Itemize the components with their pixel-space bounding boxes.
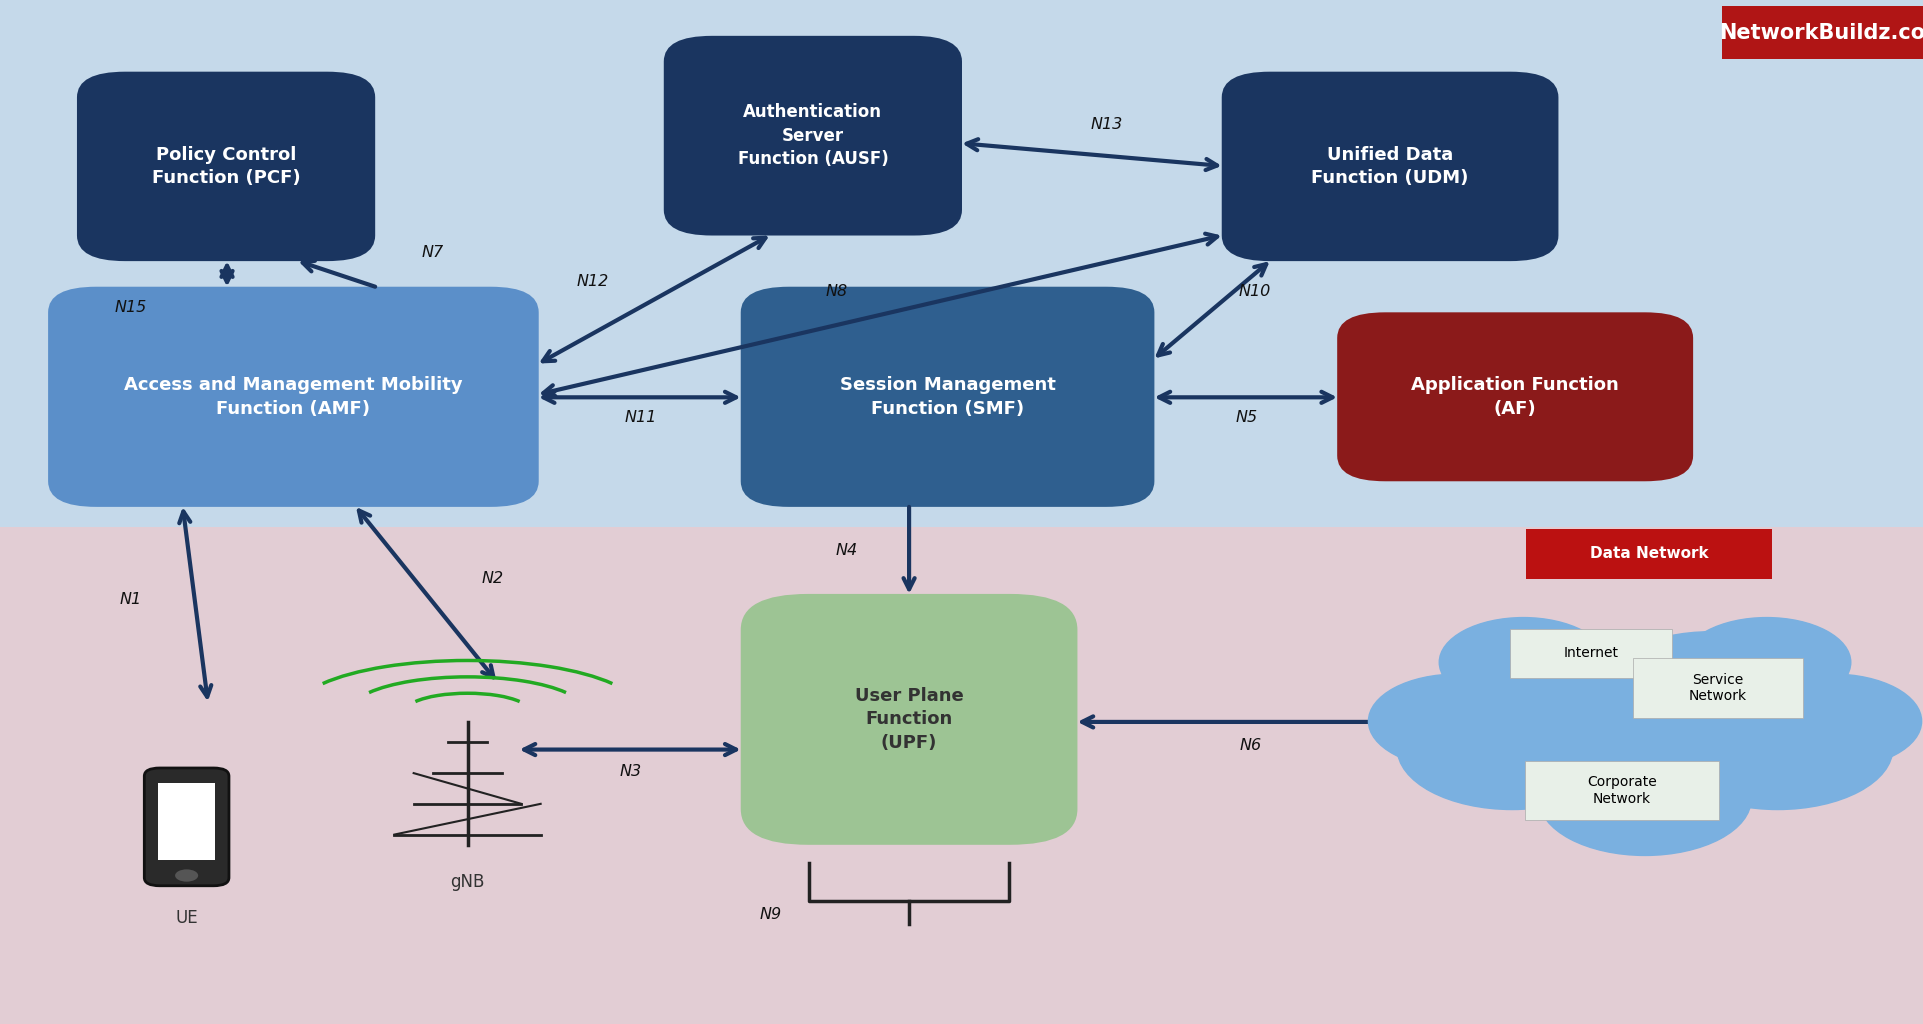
Text: NetworkBuildz.com: NetworkBuildz.com bbox=[1717, 23, 1923, 43]
Circle shape bbox=[1485, 657, 1804, 827]
FancyBboxPatch shape bbox=[1633, 658, 1802, 718]
Text: Data Network: Data Network bbox=[1588, 547, 1708, 561]
Text: N11: N11 bbox=[625, 411, 656, 425]
Text: N7: N7 bbox=[421, 246, 444, 260]
Text: N15: N15 bbox=[115, 300, 146, 314]
FancyBboxPatch shape bbox=[1525, 529, 1771, 579]
FancyBboxPatch shape bbox=[144, 768, 229, 886]
Circle shape bbox=[1661, 687, 1892, 810]
Text: N1: N1 bbox=[119, 592, 142, 606]
Circle shape bbox=[1596, 632, 1825, 754]
FancyBboxPatch shape bbox=[740, 594, 1077, 845]
Bar bbox=[158, 783, 215, 860]
Circle shape bbox=[175, 869, 198, 882]
Text: N10: N10 bbox=[1238, 285, 1269, 299]
Text: Application Function
(AF): Application Function (AF) bbox=[1411, 376, 1617, 418]
Text: User Plane
Function
(UPF): User Plane Function (UPF) bbox=[854, 687, 963, 752]
Text: Access and Management Mobility
Function (AMF): Access and Management Mobility Function … bbox=[123, 376, 463, 418]
Bar bbox=[0, 0, 1923, 527]
Circle shape bbox=[1396, 687, 1627, 810]
Text: Authentication
Server
Function (AUSF): Authentication Server Function (AUSF) bbox=[737, 103, 888, 168]
Text: Unified Data
Function (UDM): Unified Data Function (UDM) bbox=[1311, 145, 1467, 187]
Text: N9: N9 bbox=[760, 907, 781, 922]
Text: gNB: gNB bbox=[450, 873, 485, 892]
FancyBboxPatch shape bbox=[48, 287, 538, 507]
FancyBboxPatch shape bbox=[77, 72, 375, 261]
Text: Policy Control
Function (PCF): Policy Control Function (PCF) bbox=[152, 145, 300, 187]
Text: Session Management
Function (SMF): Session Management Function (SMF) bbox=[838, 376, 1056, 418]
FancyBboxPatch shape bbox=[663, 36, 962, 236]
Circle shape bbox=[1683, 617, 1850, 707]
FancyBboxPatch shape bbox=[1721, 6, 1923, 59]
Text: Internet: Internet bbox=[1563, 646, 1617, 660]
Text: N8: N8 bbox=[825, 285, 848, 299]
Text: N4: N4 bbox=[835, 544, 858, 558]
Circle shape bbox=[1538, 742, 1750, 855]
Circle shape bbox=[1367, 674, 1544, 768]
Circle shape bbox=[1744, 674, 1921, 768]
FancyBboxPatch shape bbox=[740, 287, 1154, 507]
Text: N3: N3 bbox=[619, 764, 642, 778]
Text: UE: UE bbox=[175, 909, 198, 928]
FancyBboxPatch shape bbox=[1221, 72, 1558, 261]
FancyBboxPatch shape bbox=[1523, 761, 1719, 820]
Text: N13: N13 bbox=[1090, 118, 1121, 132]
Text: Service
Network: Service Network bbox=[1688, 673, 1746, 703]
Text: N5: N5 bbox=[1235, 411, 1258, 425]
FancyBboxPatch shape bbox=[1510, 629, 1671, 678]
Circle shape bbox=[1438, 617, 1606, 707]
Bar bbox=[0, 527, 1923, 1024]
Text: Corporate
Network: Corporate Network bbox=[1586, 775, 1656, 806]
Text: N6: N6 bbox=[1238, 738, 1261, 753]
Circle shape bbox=[1463, 632, 1692, 754]
Text: N12: N12 bbox=[577, 274, 608, 289]
FancyBboxPatch shape bbox=[1336, 312, 1692, 481]
Text: N2: N2 bbox=[481, 571, 504, 586]
